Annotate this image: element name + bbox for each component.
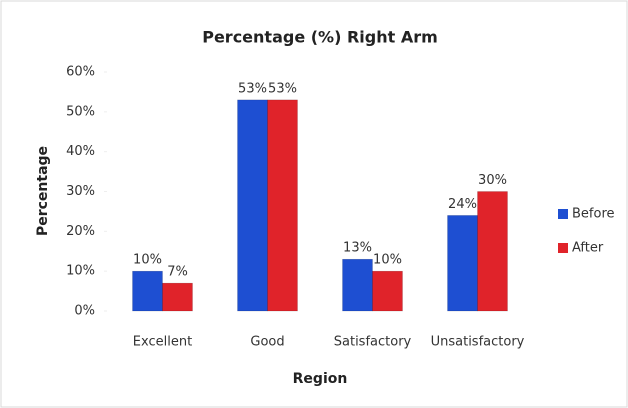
bar: [342, 258, 373, 312]
bar: [477, 191, 508, 312]
y-tick-label: 50%: [66, 104, 95, 119]
x-tick-label: Good: [250, 335, 284, 350]
data-label: 13%: [343, 241, 372, 256]
legend-swatch: [558, 243, 568, 253]
legend-label: Before: [572, 207, 615, 222]
bar: [132, 270, 163, 312]
bar: [372, 270, 403, 312]
y-tick-label: 40%: [66, 144, 95, 159]
x-tick-label: Satisfactory: [334, 335, 412, 350]
y-tick-label: 10%: [66, 264, 95, 279]
data-label: 10%: [373, 253, 402, 268]
legend-swatch: [558, 209, 568, 219]
y-tick-label: 60%: [66, 65, 95, 80]
y-tick-label: 20%: [66, 224, 95, 239]
data-label: 7%: [167, 265, 188, 280]
y-tick-label: 0%: [74, 304, 95, 319]
y-axis-title: Percentage: [35, 146, 51, 236]
data-label: 30%: [478, 173, 507, 188]
x-axis-title: Region: [293, 371, 348, 387]
y-tick-label: 30%: [66, 184, 95, 199]
data-label: 53%: [238, 81, 267, 96]
bar: [447, 215, 478, 312]
data-label: 10%: [133, 253, 162, 268]
chart-title: Percentage (%) Right Arm: [202, 28, 438, 47]
bar: [162, 282, 193, 312]
x-tick-label: Excellent: [133, 335, 192, 350]
bar: [267, 99, 298, 312]
data-label: 24%: [448, 197, 477, 212]
legend-label: After: [572, 241, 604, 256]
data-label: 53%: [268, 81, 297, 96]
x-tick-label: Unsatisfactory: [431, 335, 525, 350]
bar: [237, 99, 268, 312]
